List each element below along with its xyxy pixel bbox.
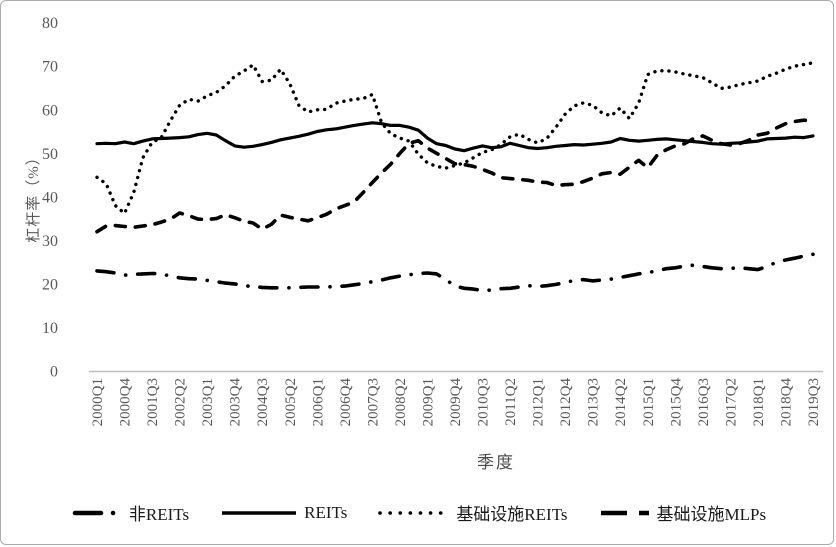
legend-label: 基础设施REITs bbox=[456, 505, 568, 524]
x-tick-label: 2006Q4 bbox=[338, 378, 354, 427]
x-tick-label: 2009Q1 bbox=[420, 378, 436, 426]
y-tick-label: 10 bbox=[42, 320, 58, 337]
x-tick-label: 2005Q2 bbox=[283, 378, 299, 426]
x-tick-label: 2015Q1 bbox=[641, 378, 657, 426]
x-tick-label: 2008Q2 bbox=[393, 378, 409, 426]
x-axis-title: 季度 bbox=[477, 453, 515, 472]
legend-sample-solid-line bbox=[222, 510, 297, 515]
x-tick-label: 2016Q3 bbox=[696, 378, 712, 426]
series-line-solid bbox=[95, 121, 815, 153]
legend-sample-dotted-line bbox=[378, 510, 451, 515]
x-tick-label: 2012Q1 bbox=[531, 378, 547, 426]
y-tick-label: 80 bbox=[42, 15, 58, 32]
legend: 非REITs REITs 基础设施REITs 基础设施MLPs bbox=[1, 500, 833, 525]
x-tick-label: 2000Q1 bbox=[90, 378, 106, 426]
legend-item-dashdot: 非REITs bbox=[72, 500, 189, 525]
x-tick-label: 2004Q3 bbox=[255, 378, 271, 426]
x-tick-label: 2011Q2 bbox=[503, 378, 519, 426]
x-tick-label: 2015Q4 bbox=[668, 378, 684, 427]
series-line-dashdot bbox=[95, 252, 815, 293]
y-tick-label: 50 bbox=[42, 146, 58, 163]
x-tick-label: 2000Q4 bbox=[118, 378, 134, 427]
y-tick-label: 0 bbox=[50, 364, 58, 381]
x-tick-label: 2017Q2 bbox=[723, 378, 739, 426]
legend-label: 基础设施MLPs bbox=[656, 505, 767, 524]
x-tick-label: 2013Q3 bbox=[586, 378, 602, 426]
x-tick-label: 2019Q3 bbox=[806, 378, 822, 426]
legend-sample-dashed-line bbox=[600, 510, 649, 515]
y-axis-title: 杠杆率（%） bbox=[26, 149, 42, 243]
y-tick-label: 30 bbox=[42, 233, 58, 250]
legend-label: REITs bbox=[304, 502, 348, 522]
x-tick-label: 2001Q3 bbox=[145, 378, 161, 426]
x-tick-label: 2002Q2 bbox=[173, 378, 189, 426]
line-chart-canvas: 0 10 20 30 40 50 60 70 80 2000Q1 2000Q4 2001Q3 2002Q… bbox=[42, 15, 823, 427]
legend-sample-dashdot-line bbox=[72, 510, 124, 515]
legend-item-solid: REITs bbox=[219, 503, 347, 523]
x-tick-label: 2012Q4 bbox=[558, 378, 574, 427]
x-tick-label: 2003Q1 bbox=[200, 378, 216, 426]
y-tick-label: 70 bbox=[42, 59, 58, 76]
x-tick-label: 2014Q2 bbox=[613, 378, 629, 426]
y-tick-label: 20 bbox=[42, 276, 58, 293]
x-tick-label: 2003Q4 bbox=[228, 378, 244, 427]
x-tick-label: 2006Q1 bbox=[310, 378, 326, 426]
legend-item-dotted: 基础设施REITs bbox=[377, 500, 568, 525]
y-tick-label: 60 bbox=[42, 102, 58, 119]
legend-label: 非REITs bbox=[128, 505, 190, 524]
x-tick-label: 2007Q3 bbox=[365, 378, 381, 426]
x-tick-label: 2018Q1 bbox=[751, 378, 767, 426]
x-tick-label: 2018Q4 bbox=[778, 378, 794, 427]
legend-item-dashed: 基础设施MLPs bbox=[598, 500, 767, 525]
series-line-dashed bbox=[95, 118, 815, 234]
y-tick-label: 40 bbox=[42, 189, 58, 206]
x-tick-label: 2009Q4 bbox=[448, 378, 464, 427]
x-tick-label: 2010Q3 bbox=[476, 378, 492, 426]
